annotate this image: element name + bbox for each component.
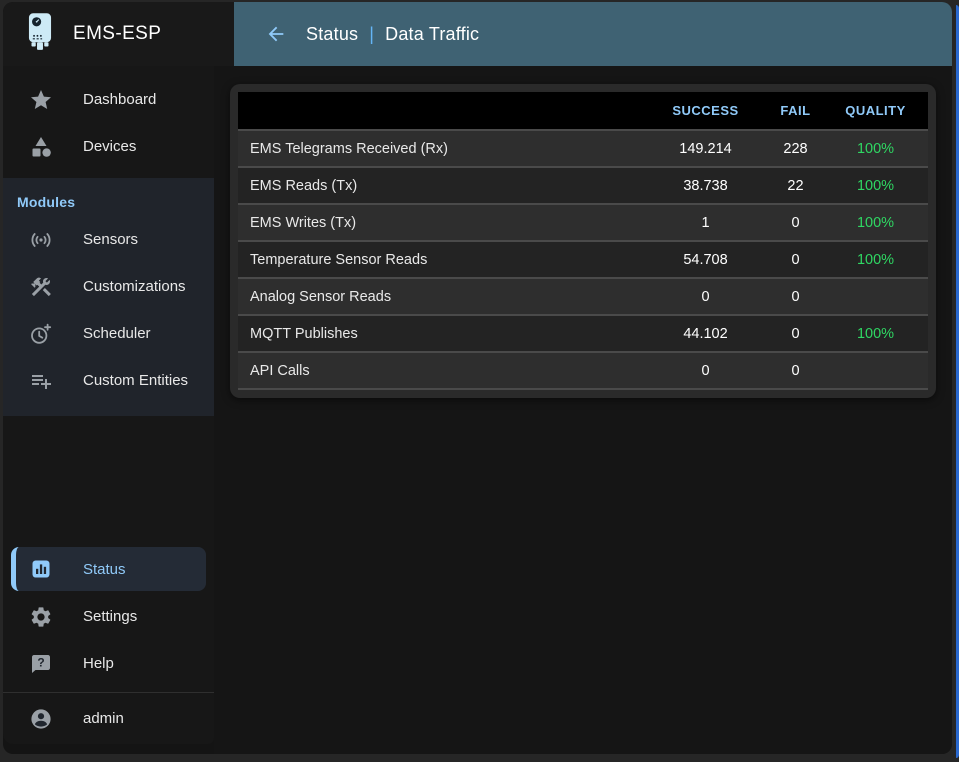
row-name: EMS Reads (Tx) [250,177,358,194]
row-name: MQTT Publishes [250,325,358,342]
sidebar-item-label: admin [83,710,124,727]
table-header-row: SUCCESS FAIL QUALITY [238,92,928,130]
sidebar-spacer [3,416,214,547]
boiler-logo-icon [23,10,57,59]
analytics-icon [29,557,53,581]
data-traffic-card: SUCCESS FAIL QUALITY EMS Telegrams Recei… [230,84,936,398]
sidebar-bottom-group: Status Settings ? Help admin [3,547,214,744]
row-success: 0 [701,288,710,305]
sidebar-item-admin[interactable]: admin [3,695,214,742]
row-name: EMS Telegrams Received (Rx) [250,140,448,157]
page-titlebar: Status | Data Traffic [234,2,952,66]
row-name: Temperature Sensor Reads [250,251,428,268]
sidebar-item-label: Help [83,655,114,672]
column-header-fail: FAIL [780,103,811,118]
sidebar-top-group: Dashboard Devices [3,66,214,178]
sidebar: Dashboard Devices Modules Sensors Custom… [3,66,214,744]
row-fail: 0 [791,288,800,305]
table-row: API Calls 0 0 [238,352,928,389]
table-row: Temperature Sensor Reads 54.708 0 100% [238,241,928,278]
row-success: 0 [701,362,710,379]
app-logo-box: EMS-ESP [3,2,234,66]
table-row: EMS Telegrams Received (Rx) 149.214 228 … [238,130,928,167]
row-quality [823,278,928,315]
construction-icon [29,275,53,299]
row-quality: 100% [856,214,895,231]
row-fail: 0 [791,325,800,342]
row-fail: 0 [791,214,800,231]
page-title-separator: | [369,23,375,44]
row-fail: 0 [791,251,800,268]
app-window: EMS-ESP Status | Data Traffic Dashboard … [3,2,952,754]
account-circle-icon [29,707,53,731]
table-row: Analog Sensor Reads 0 0 [238,278,928,315]
app-bar: EMS-ESP Status | Data Traffic [3,2,952,66]
row-quality: 100% [856,177,895,194]
sidebar-modules-section: Modules Sensors Customizations Scheduler… [3,178,214,416]
row-quality [823,352,928,389]
row-quality: 100% [856,325,895,342]
modules-section-header: Modules [17,194,76,210]
sidebar-item-label: Settings [83,608,138,625]
app-body: Dashboard Devices Modules Sensors Custom… [3,66,952,754]
sidebar-item-scheduler[interactable]: Scheduler [3,310,214,357]
sidebar-user-group: admin [3,695,214,742]
star-icon [29,88,53,112]
page-title-page: Data Traffic [385,23,480,44]
row-success: 44.102 [683,325,728,342]
sidebar-item-label: Sensors [83,231,139,248]
sensors-icon [29,228,53,252]
row-success: 38.738 [683,177,728,194]
sidebar-item-devices[interactable]: Devices [3,123,214,170]
column-header-success: SUCCESS [672,103,739,118]
row-name: API Calls [250,362,310,379]
sidebar-item-status[interactable]: Status [11,547,206,591]
table-row: EMS Writes (Tx) 1 0 100% [238,204,928,241]
row-fail: 22 [787,177,804,194]
row-success: 1 [701,214,710,231]
column-header-quality: QUALITY [845,103,906,118]
column-header-name [238,92,643,130]
sidebar-item-settings[interactable]: Settings [3,593,214,640]
row-fail: 228 [783,140,808,157]
back-arrow-icon[interactable] [260,18,292,50]
sidebar-item-label: Customizations [83,278,186,295]
sidebar-item-dashboard[interactable]: Dashboard [3,76,214,123]
row-name: EMS Writes (Tx) [250,214,357,231]
row-name: Analog Sensor Reads [250,288,392,305]
row-quality: 100% [856,251,895,268]
category-icon [29,135,53,159]
page-title-section: Status [306,23,359,44]
row-success: 54.708 [683,251,728,268]
sidebar-item-label: Dashboard [83,91,157,108]
main-content: SUCCESS FAIL QUALITY EMS Telegrams Recei… [214,66,952,754]
sidebar-item-label: Custom Entities [83,372,189,389]
data-traffic-table: SUCCESS FAIL QUALITY EMS Telegrams Recei… [238,92,928,390]
playlist-add-icon [29,369,53,393]
more-time-icon [29,322,53,346]
svg-text:?: ? [37,655,44,669]
window-focus-edge [956,5,959,758]
sidebar-bottom-items: Status Settings ? Help [3,547,214,687]
table-row: EMS Reads (Tx) 38.738 22 100% [238,167,928,204]
sidebar-item-sensors[interactable]: Sensors [3,216,214,263]
sidebar-divider [3,692,214,693]
sidebar-item-label: Devices [83,138,137,155]
row-quality: 100% [856,140,895,157]
sidebar-item-label: Scheduler [83,325,151,342]
settings-icon [29,605,53,629]
sidebar-item-custom-entities[interactable]: Custom Entities [3,357,214,404]
table-row: MQTT Publishes 44.102 0 100% [238,315,928,352]
sidebar-item-customizations[interactable]: Customizations [3,263,214,310]
row-success: 149.214 [679,140,732,157]
page-title: Status | Data Traffic [306,24,479,45]
app-title: EMS-ESP [73,23,162,44]
help-icon: ? [29,652,53,676]
sidebar-modules-items: Sensors Customizations Scheduler Custom … [3,216,214,404]
sidebar-item-label: Status [83,560,126,578]
row-fail: 0 [791,362,800,379]
sidebar-item-help[interactable]: ? Help [3,640,214,687]
